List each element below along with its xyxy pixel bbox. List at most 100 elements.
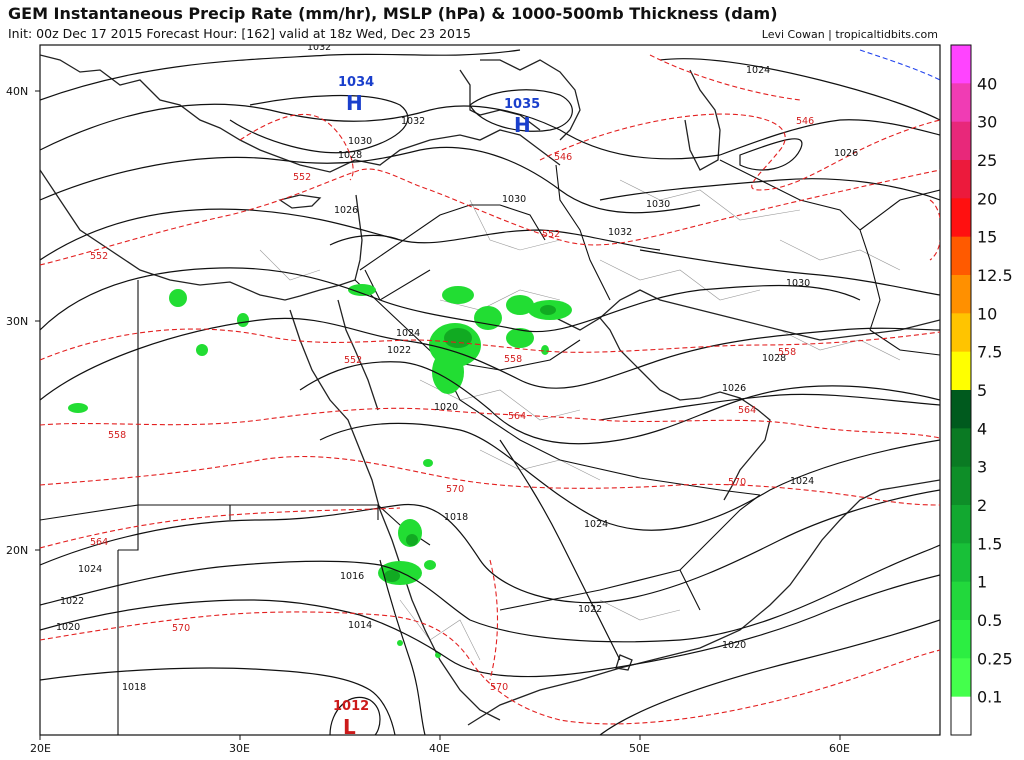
thickness-label: 552	[90, 251, 108, 262]
colorbar-label: 2	[977, 496, 987, 515]
isobar-label: 1022	[60, 596, 84, 607]
lon-tick-label: 50E	[629, 742, 650, 755]
isobars	[40, 49, 940, 735]
thickness-label: 552	[542, 229, 560, 240]
lon-tick-label: 20E	[30, 742, 51, 755]
lat-tick-label: 20N	[6, 544, 28, 557]
isobar-label: 1030	[786, 278, 810, 289]
lon-axis: 20E 30E 40E 50E 60E	[30, 735, 850, 755]
colorbar-frame	[950, 44, 972, 736]
colorbar-swatch	[951, 466, 971, 506]
colorbar-label: 30	[977, 113, 997, 132]
colorbar-label: 0.5	[977, 611, 1002, 630]
low-symbol: L	[343, 715, 356, 739]
colorbar-label: 5	[977, 381, 987, 400]
precip-colorbar: 40 30 25 20 15 12.5 10 7.5 5 4 3 2 1.5 1 0.5 0.25 0.1	[950, 44, 1013, 736]
thickness-label: 558	[504, 354, 522, 365]
high-pressure-center: 1035 H	[504, 97, 540, 137]
thickness-label: 546	[554, 152, 572, 163]
center-value: 1035	[504, 97, 540, 112]
isobar-label: 1020	[722, 640, 746, 651]
colorbar-swatch	[951, 581, 971, 621]
colorbar-swatch	[951, 505, 971, 544]
colorbar-swatch	[951, 45, 971, 84]
thickness-label: 570	[172, 623, 190, 634]
thickness-label: 552	[344, 355, 362, 366]
coastlines	[40, 54, 940, 726]
colorbar-label: 40	[977, 74, 997, 93]
low-pressure-center: 1012 L	[333, 699, 369, 739]
thickness-label: 546	[796, 116, 814, 127]
center-value: 1034	[338, 75, 374, 90]
colorbar-swatch	[951, 198, 971, 238]
high-symbol: H	[346, 91, 363, 115]
isobar-label: 1028	[338, 150, 362, 161]
isobar-label-group: 1032 1024 1032 1030 1028 1026 1026 1030 …	[56, 42, 858, 693]
isobar-label: 1026	[834, 148, 858, 159]
province-borders	[259, 179, 901, 661]
colorbar-swatch	[951, 83, 971, 123]
thickness-label: 570	[728, 477, 746, 488]
thickness-label-group: 546 546 552 552 552 552 558 558 558 564 …	[90, 116, 814, 693]
colorbar-swatch	[951, 236, 971, 276]
thickness-label: 558	[778, 347, 796, 358]
thickness-lines	[40, 49, 940, 725]
isobar-label: 1024	[746, 65, 770, 76]
isobar-label: 1026	[334, 205, 358, 216]
lon-tick-label: 60E	[829, 742, 850, 755]
isobar-label: 1028	[762, 353, 786, 364]
colorbar-label: 7.5	[977, 343, 1002, 362]
thickness-label: 570	[446, 484, 464, 495]
colorbar-label: 10	[977, 304, 997, 323]
thickness-label: 564	[90, 537, 108, 548]
isobar-label: 1032	[307, 42, 331, 53]
isobar-label: 1022	[578, 604, 602, 615]
colorbar-swatch	[951, 543, 971, 583]
isobar-label: 1018	[122, 682, 146, 693]
isobar-label: 1030	[646, 199, 670, 210]
map-content: 1032 1024 1032 1030 1028 1026 1026 1030 …	[40, 42, 940, 739]
colorbar-swatch	[951, 620, 971, 659]
isobar-label: 1032	[608, 227, 632, 238]
isobar-label: 1026	[722, 383, 746, 394]
colorbar-label: 3	[977, 458, 987, 477]
thickness-label: 558	[108, 430, 126, 441]
colorbar-label: 1.5	[977, 534, 1002, 553]
colorbar-label: 12.5	[977, 266, 1013, 285]
colorbar-swatch	[951, 390, 971, 429]
thickness-label: 564	[738, 405, 756, 416]
colorbar-swatch	[951, 428, 971, 468]
colorbar-swatch	[951, 121, 971, 161]
lon-tick-label: 40E	[429, 742, 450, 755]
isobar-label: 1024	[790, 476, 814, 487]
colorbar-label: 4	[977, 419, 987, 438]
lat-axis: 40N 30N 20N	[6, 85, 40, 557]
colorbar-swatch	[951, 160, 971, 199]
colorbar-swatch	[951, 275, 971, 314]
colorbar-label: 25	[977, 151, 997, 170]
lat-tick-label: 30N	[6, 315, 28, 328]
map-title: GEM Instantaneous Precip Rate (mm/hr), M…	[8, 4, 778, 23]
colorbar-swatch	[951, 313, 971, 353]
colorbar-label: 1	[977, 573, 987, 592]
isobar-label: 1024	[584, 519, 608, 530]
colorbar-label: 0.25	[977, 649, 1013, 668]
thickness-label: 552	[293, 172, 311, 183]
lon-tick-label: 30E	[229, 742, 250, 755]
lat-tick-label: 40N	[6, 85, 28, 98]
map-subtitle: Init: 00z Dec 17 2015 Forecast Hour: [16…	[8, 26, 471, 41]
thickness-label: 564	[508, 411, 526, 422]
center-value: 1012	[333, 699, 369, 714]
isobar-label: 1030	[502, 194, 526, 205]
credit-text: Levi Cowan | tropicaltidbits.com	[761, 28, 938, 41]
colorbar-swatch	[951, 351, 971, 391]
isobar-label: 1032	[401, 116, 425, 127]
colorbar-label: 15	[977, 228, 997, 247]
isobar-label: 1024	[396, 328, 420, 339]
isobar-label: 1016	[340, 571, 364, 582]
isobar-label: 1022	[387, 345, 411, 356]
isobar-label: 1020	[434, 402, 458, 413]
high-pressure-center: 1034 H	[338, 75, 374, 115]
colorbar-swatch	[951, 658, 971, 698]
